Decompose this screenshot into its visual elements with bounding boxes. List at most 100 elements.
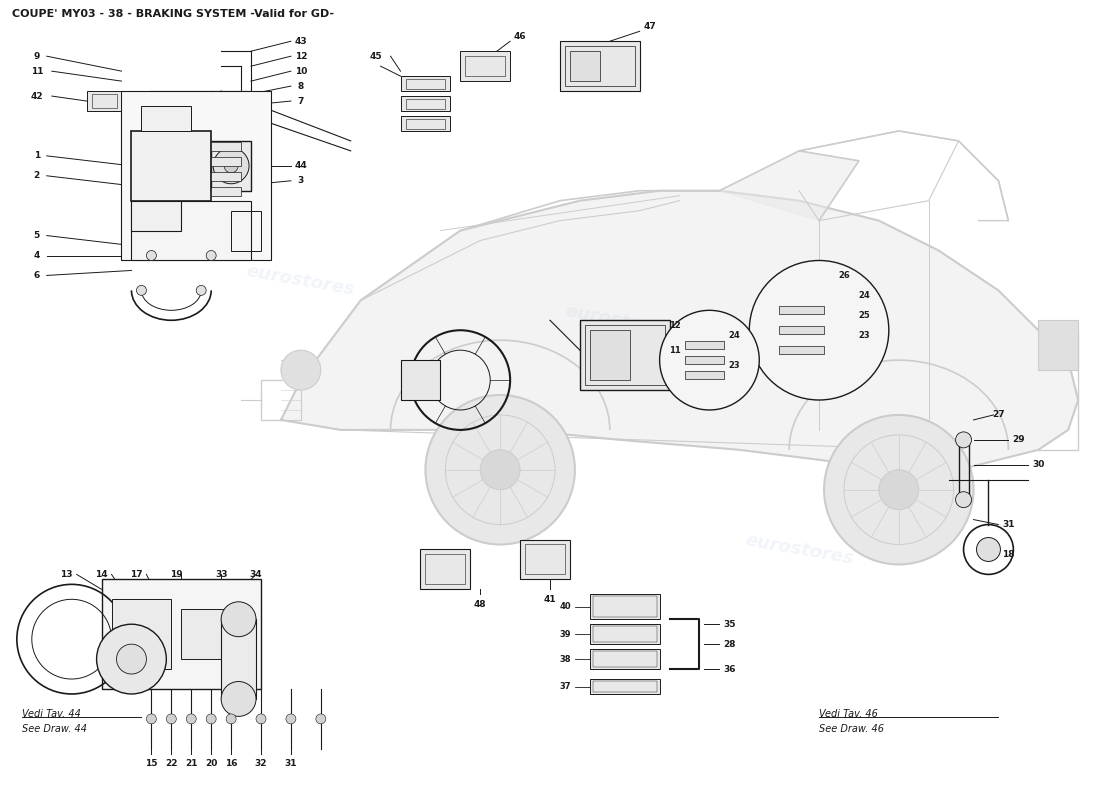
Bar <box>593 651 657 667</box>
Bar <box>406 119 446 129</box>
Text: 33: 33 <box>214 570 228 579</box>
Text: 20: 20 <box>205 759 218 768</box>
Bar <box>211 186 241 196</box>
Bar <box>132 131 211 201</box>
Bar <box>406 79 446 89</box>
Text: 43: 43 <box>295 37 307 46</box>
Text: 15: 15 <box>145 759 157 768</box>
Text: 23: 23 <box>728 361 740 370</box>
Bar <box>590 649 660 669</box>
Text: 16: 16 <box>224 759 238 768</box>
Circle shape <box>206 714 217 724</box>
Bar <box>132 201 251 261</box>
Bar <box>101 579 261 689</box>
Bar <box>590 594 660 619</box>
Circle shape <box>227 714 236 724</box>
Bar <box>779 306 824 314</box>
Bar <box>400 96 450 111</box>
Bar <box>465 56 505 76</box>
Bar <box>779 346 824 354</box>
Text: 42: 42 <box>31 91 43 101</box>
Text: 48: 48 <box>474 600 486 609</box>
Bar <box>520 539 570 579</box>
Text: 24: 24 <box>858 291 870 300</box>
Text: 37: 37 <box>559 682 571 691</box>
Text: 4: 4 <box>34 251 40 260</box>
Circle shape <box>213 148 249 184</box>
Circle shape <box>286 714 296 724</box>
Bar <box>221 619 256 699</box>
Text: 22: 22 <box>165 759 177 768</box>
Bar <box>211 141 251 190</box>
Text: 34: 34 <box>250 570 262 579</box>
Circle shape <box>224 159 238 173</box>
Text: 45: 45 <box>370 52 382 61</box>
Bar <box>87 91 121 111</box>
Circle shape <box>206 250 217 261</box>
Circle shape <box>97 624 166 694</box>
Bar <box>525 545 565 574</box>
Text: 10: 10 <box>295 66 307 76</box>
Bar <box>91 94 117 108</box>
Text: See Draw. 46: See Draw. 46 <box>820 724 884 734</box>
Bar <box>593 681 657 692</box>
Circle shape <box>146 714 156 724</box>
Circle shape <box>166 714 176 724</box>
Text: 19: 19 <box>170 570 183 579</box>
Text: 27: 27 <box>992 410 1004 419</box>
Bar <box>590 624 660 644</box>
Text: 8: 8 <box>298 82 304 90</box>
Polygon shape <box>280 190 1078 470</box>
Bar <box>570 51 600 81</box>
Bar <box>580 320 670 390</box>
Text: 12: 12 <box>295 52 307 61</box>
Bar <box>211 157 241 166</box>
Circle shape <box>749 261 889 400</box>
Text: 31: 31 <box>285 759 297 768</box>
Bar <box>211 172 241 181</box>
Circle shape <box>316 714 326 724</box>
Text: 7: 7 <box>298 97 304 106</box>
Text: 31: 31 <box>1002 520 1014 529</box>
Text: 32: 32 <box>255 759 267 768</box>
Bar <box>460 51 510 81</box>
Text: 47: 47 <box>644 22 656 31</box>
Circle shape <box>146 250 156 261</box>
Text: Vedi Tav. 44: Vedi Tav. 44 <box>22 709 80 719</box>
Circle shape <box>221 602 256 637</box>
Bar <box>779 326 824 334</box>
Bar <box>684 342 725 349</box>
Text: eurostores: eurostores <box>744 531 855 568</box>
Text: 40: 40 <box>559 602 571 611</box>
Circle shape <box>481 450 520 490</box>
Bar <box>426 554 465 584</box>
Bar <box>590 330 629 380</box>
Circle shape <box>956 432 971 448</box>
Bar <box>560 42 640 91</box>
Circle shape <box>824 415 974 565</box>
Text: 30: 30 <box>1032 460 1045 470</box>
Bar <box>132 201 182 230</box>
Bar <box>684 371 725 379</box>
Bar <box>684 356 725 364</box>
Circle shape <box>186 714 196 724</box>
Text: 24: 24 <box>728 330 740 340</box>
Bar <box>590 679 660 694</box>
Bar <box>585 326 664 385</box>
Text: 46: 46 <box>514 32 527 41</box>
Bar <box>182 610 241 659</box>
Text: 28: 28 <box>723 640 736 649</box>
Bar <box>121 91 271 261</box>
Text: 41: 41 <box>543 595 557 604</box>
Text: 1: 1 <box>34 151 40 160</box>
Text: 2: 2 <box>34 171 40 180</box>
Text: eurostores: eurostores <box>245 262 356 299</box>
Circle shape <box>956 492 971 508</box>
Bar <box>231 210 261 250</box>
Bar <box>406 99 446 109</box>
Bar <box>593 596 657 618</box>
Text: 23: 23 <box>858 330 870 340</box>
Text: 5: 5 <box>34 231 40 240</box>
Circle shape <box>426 395 575 545</box>
Text: 12: 12 <box>669 321 681 330</box>
